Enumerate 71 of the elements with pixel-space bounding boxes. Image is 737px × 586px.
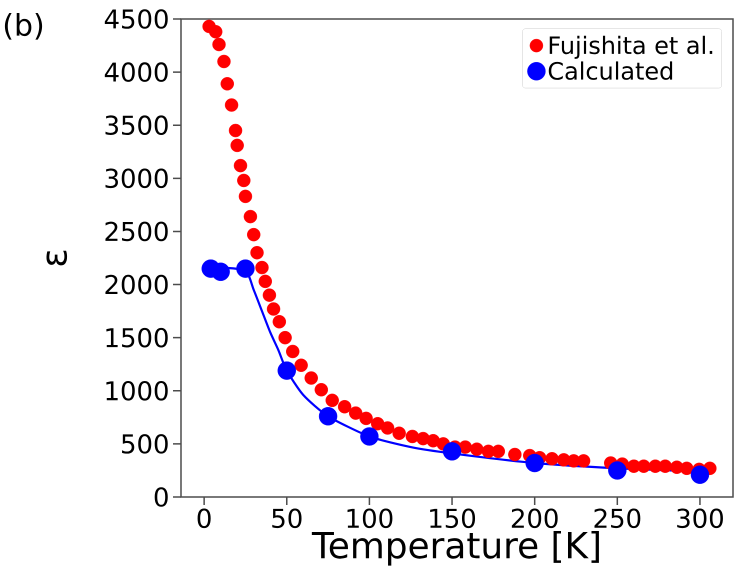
x-tick-label: 250: [594, 508, 640, 528]
point: [326, 394, 339, 408]
point: [576, 454, 590, 468]
y-axis-title: ε: [46, 250, 68, 266]
y-tick-label: 2000: [105, 274, 168, 294]
point: [237, 174, 250, 188]
point: [262, 288, 276, 302]
point: [318, 407, 338, 426]
point: [359, 412, 373, 426]
point: [244, 210, 258, 224]
y-tick-label: 4500: [104, 9, 168, 29]
point: [608, 461, 627, 480]
point: [338, 400, 352, 414]
point: [217, 54, 231, 68]
point: [304, 371, 318, 385]
y-tick-label: 0: [154, 487, 168, 507]
point: [392, 426, 406, 440]
point: [230, 138, 244, 152]
point: [234, 158, 248, 172]
point: [294, 358, 308, 372]
legend-label: Fujishita et al.: [550, 36, 712, 59]
point: [209, 25, 222, 38]
point: [236, 259, 255, 278]
point: [238, 190, 252, 204]
point: [212, 38, 226, 52]
point: [224, 98, 238, 112]
point: [228, 124, 242, 138]
point: [272, 315, 286, 328]
legend-label: Calculated: [548, 61, 672, 80]
point: [211, 262, 230, 282]
point: [370, 417, 384, 430]
point: [380, 421, 394, 435]
x-tick-label: 100: [348, 508, 392, 528]
point: [278, 361, 296, 380]
point: [426, 434, 440, 448]
y-tick-label: 3500: [106, 115, 168, 136]
x-tick-label: 50: [272, 508, 302, 528]
point: [637, 459, 650, 473]
point: [250, 246, 264, 260]
x-axis-title: Temperature [K]: [312, 530, 599, 566]
y-tick-label: 500: [122, 434, 168, 454]
point: [545, 452, 559, 466]
y-tick-label: 1000: [106, 380, 168, 401]
point: [360, 427, 379, 446]
text: (b): [4, 12, 42, 40]
y-tick-label: 3000: [106, 168, 168, 188]
y-tick-label: 1500: [106, 328, 168, 348]
point: [680, 462, 694, 476]
x-tick-label: 200: [512, 508, 558, 528]
point: [255, 260, 269, 274]
point: [348, 406, 362, 420]
x-tick-label: 0: [198, 508, 211, 528]
point: [220, 77, 234, 90]
point: [286, 344, 300, 358]
point: [492, 444, 506, 458]
point: [247, 228, 260, 242]
y-tick-label: 4000: [104, 62, 168, 82]
point: [658, 459, 672, 473]
point: [278, 330, 292, 344]
x-tick-label: 150: [430, 508, 476, 528]
point: [258, 274, 272, 288]
point: [470, 442, 484, 456]
point: [690, 465, 710, 484]
x-tick-label: 300: [677, 508, 723, 528]
y-tick-label: 2500: [105, 222, 168, 242]
point: [525, 454, 544, 472]
point: [314, 383, 328, 396]
point: [406, 430, 420, 444]
point: [266, 302, 280, 316]
point: [442, 442, 462, 461]
point: [508, 448, 522, 462]
